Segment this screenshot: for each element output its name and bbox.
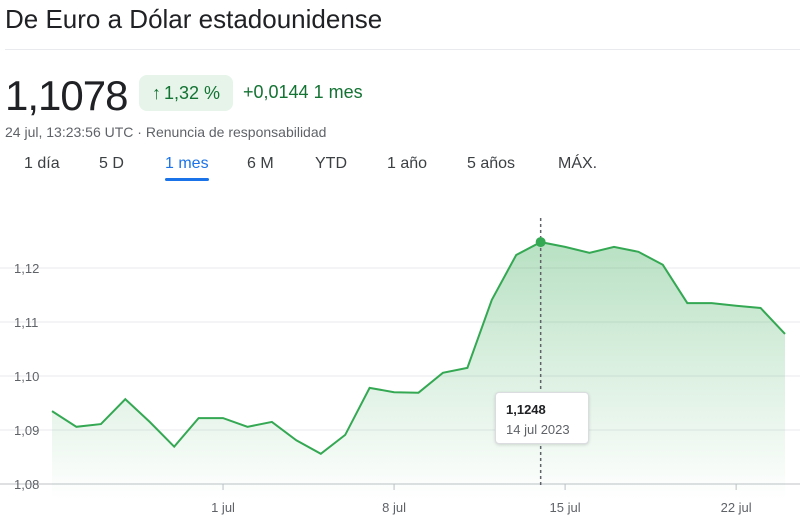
area-fill	[52, 242, 785, 500]
tab-max[interactable]: MÁX.	[558, 155, 598, 172]
tab-1-day[interactable]: 1 día	[24, 155, 60, 172]
timestamp-disclaimer[interactable]: 24 jul, 13:23:56 UTC · Renuncia de respo…	[5, 124, 327, 140]
change-percent: 1,32 %	[163, 82, 221, 103]
tab-5-years[interactable]: 5 años	[467, 155, 516, 172]
tooltip: 1,1248 14 jul 2023	[495, 392, 589, 444]
page-title: De Euro a Dólar estadounidense	[5, 4, 383, 34]
y-tick-label: 1,08	[14, 477, 39, 492]
tab-ytd[interactable]: YTD	[315, 155, 347, 172]
divider	[5, 49, 800, 50]
tab-1-year[interactable]: 1 año	[387, 155, 428, 172]
change-percent-badge: ↑ 1,32 %	[139, 75, 233, 111]
arrow-up-icon: ↑	[151, 82, 161, 103]
x-tick-label: 22 jul	[721, 500, 752, 515]
y-tick-label: 1,10	[14, 369, 39, 384]
x-tick-label: 8 jul	[382, 500, 406, 515]
y-tick-label: 1,12	[14, 261, 39, 276]
tab-5-days[interactable]: 5 D	[99, 155, 124, 172]
x-tick-label: 15 jul	[550, 500, 581, 515]
x-tick-label: 1 jul	[211, 500, 235, 515]
tab-6-months[interactable]: 6 M	[247, 155, 274, 172]
hover-point	[535, 237, 546, 248]
y-tick-label: 1,11	[14, 315, 38, 330]
series-line	[51, 241, 786, 455]
current-price: 1,1078	[5, 72, 128, 119]
y-tick-label: 1,09	[14, 423, 39, 438]
tooltip-value: 1,1248	[506, 402, 546, 417]
change-absolute: +0,0144 1 mes	[243, 82, 363, 102]
tooltip-date: 14 jul 2023	[506, 422, 570, 437]
tab-1-month[interactable]: 1 mes	[165, 155, 209, 181]
